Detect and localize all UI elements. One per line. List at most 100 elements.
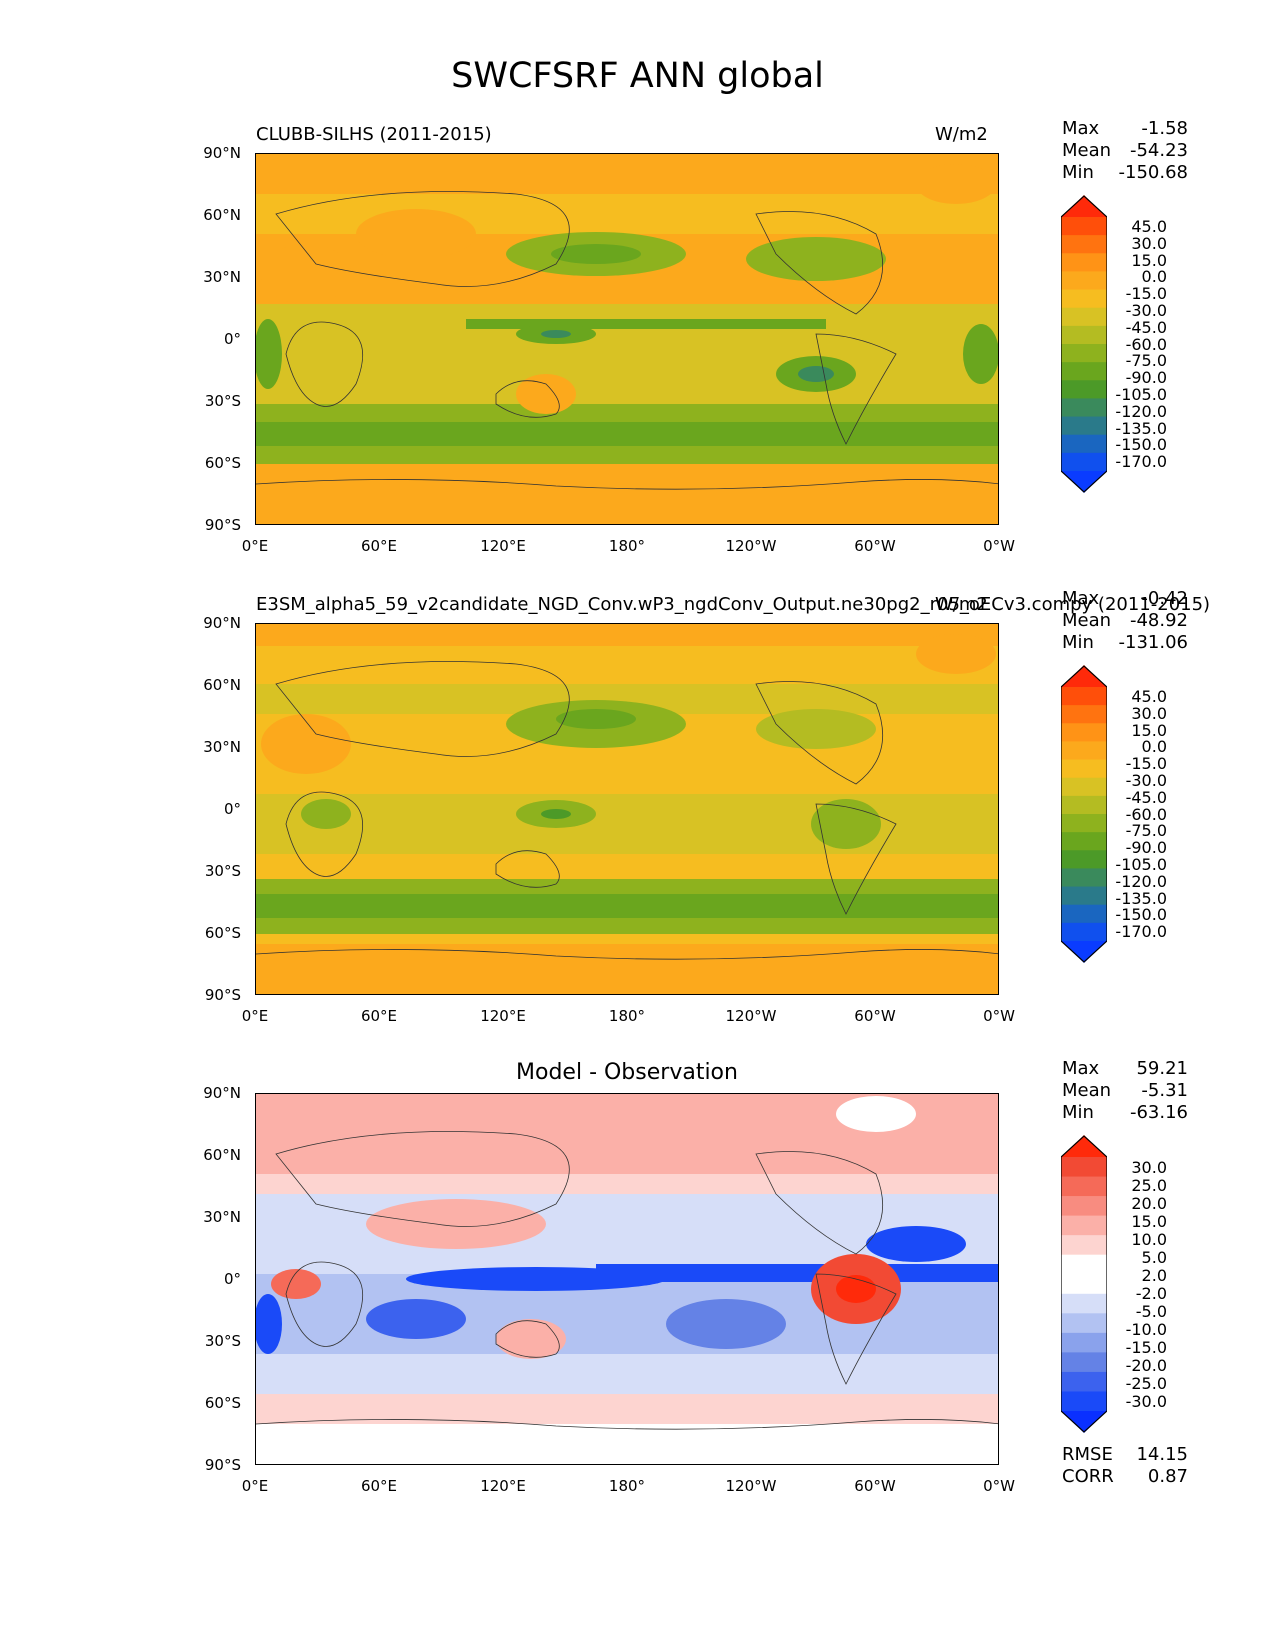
colorbar-segment <box>1061 289 1107 309</box>
stat-value: -150.68 <box>1118 162 1188 183</box>
colorbar-segment <box>1061 271 1107 291</box>
panel3-map <box>255 1093 999 1465</box>
y-tick-label: 0° <box>223 1270 241 1288</box>
y-tick-label: 60°S <box>204 1394 241 1412</box>
x-tick-label: 180° <box>608 1007 646 1025</box>
panel3-stats: Max 59.21 Mean -5.31 Min -63.16 <box>1062 1058 1188 1124</box>
colorbar-tick-label: -105.0 <box>1115 854 1167 874</box>
stat-label: Mean <box>1062 140 1112 161</box>
x-tick-label: 120°E <box>480 1477 526 1495</box>
panel2-colorbar <box>1060 665 1108 967</box>
colorbar-tick-label: -30.0 <box>1125 1392 1167 1411</box>
colorbar-segment <box>1061 1293 1107 1314</box>
panel2-colorbar-labels: 45.0 30.0 15.0 0.0 -15.0 -30.0 -45.0 -60.0 -75.0… <box>1107 687 1167 942</box>
colorbar-tick-label: -150.0 <box>1115 905 1167 925</box>
colorbar-tick-label: -90.0 <box>1125 368 1167 388</box>
colorbar-tick-label: 45.0 <box>1131 687 1167 706</box>
colorbar-segment <box>1061 868 1107 888</box>
y-tick-label: 30°S <box>204 1332 241 1350</box>
panel1-colorbar-labels: 45.0 30.0 15.0 0.0 -15.0 -30.0 -45.0 -60.0 -75.0… <box>1107 217 1167 472</box>
colorbar-segment <box>1061 235 1107 254</box>
panel3-colorbar <box>1060 1135 1108 1437</box>
stat-label: Max <box>1062 118 1100 139</box>
colorbar-tick-label: -170.0 <box>1115 452 1167 472</box>
x-tick-label: 120°E <box>480 1007 526 1025</box>
panel3-colorbar-svg <box>1060 1135 1108 1433</box>
colorbar-tick-label: -170.0 <box>1115 922 1167 942</box>
colorbar-tick-label: -105.0 <box>1115 384 1167 404</box>
y-tick-label: 90°S <box>204 516 241 534</box>
colorbar-segment <box>1061 723 1107 742</box>
colorbar-extend-max <box>1061 195 1107 217</box>
colorbar-segment <box>1061 1391 1107 1412</box>
colorbar-extend-max <box>1061 665 1107 687</box>
colorbar-tick-label: -30.0 <box>1125 300 1167 320</box>
y-tick-label: 90°S <box>204 1456 241 1474</box>
colorbar-segment <box>1061 217 1107 236</box>
colorbar-segment <box>1061 1215 1107 1236</box>
colorbar-segment <box>1061 344 1107 363</box>
panel2-map <box>255 623 999 995</box>
stat-value: -0.42 <box>1141 588 1188 609</box>
colorbar-segment <box>1061 777 1107 797</box>
x-tick-label: 0°W <box>983 1477 1015 1495</box>
y-tick-label: 90°N <box>203 1084 241 1102</box>
panel1-map-svg <box>256 154 998 524</box>
colorbar-tick-label: 20.0 <box>1131 1194 1167 1213</box>
metric-label: CORR <box>1062 1466 1114 1487</box>
y-tick-label: 30°N <box>203 268 241 286</box>
colorbar-segment <box>1061 434 1107 454</box>
colorbar-segment <box>1061 1157 1107 1178</box>
stat-value: -131.06 <box>1118 632 1188 653</box>
colorbar-segment <box>1061 1313 1107 1334</box>
colorbar-extend-max <box>1061 1135 1107 1157</box>
x-tick-label: 60°E <box>360 1007 398 1025</box>
x-tick-label: 60°W <box>854 1007 896 1025</box>
x-tick-label: 60°E <box>360 537 398 555</box>
y-tick-label: 90°N <box>203 144 241 162</box>
x-tick-label: 180° <box>608 537 646 555</box>
panel3-colorbar-labels: 30.0 25.0 20.0 15.0 10.0 5.0 2.0 -2.0 -5.0 -10.0-… <box>1107 1159 1167 1411</box>
x-tick-label: 60°E <box>360 1477 398 1495</box>
colorbar-segment <box>1061 416 1107 436</box>
panel3-title: Model - Observation <box>516 1060 738 1085</box>
colorbar-tick-label: 15.0 <box>1131 720 1167 740</box>
colorbar-tick-label: -45.0 <box>1125 787 1167 807</box>
stat-label: Min <box>1062 632 1094 653</box>
colorbar-tick-label: 30.0 <box>1131 1158 1167 1177</box>
stat-value: -5.31 <box>1141 1080 1188 1101</box>
colorbar-tick-label: -75.0 <box>1125 351 1167 371</box>
y-tick-label: 0° <box>223 800 241 818</box>
colorbar-segment <box>1061 1371 1107 1392</box>
colorbar-segment <box>1061 362 1107 381</box>
colorbar-segment <box>1061 398 1107 418</box>
colorbar-tick-label: 0.0 <box>1141 267 1167 287</box>
x-tick-label: 0°E <box>241 1477 269 1495</box>
y-tick-label: 30°S <box>204 392 241 410</box>
y-tick-label: 60°S <box>204 454 241 472</box>
panel1-stats: Max -1.58 Mean -54.23 Min -150.68 <box>1062 118 1188 184</box>
panel1-colorbar <box>1060 195 1108 497</box>
x-tick-label: 180° <box>608 1477 646 1495</box>
colorbar-tick-label: 5.0 <box>1141 1248 1167 1267</box>
stat-label: Mean <box>1062 1080 1112 1101</box>
stat-label: Min <box>1062 1102 1094 1123</box>
figure-title: SWCFSRF ANN global <box>451 56 824 96</box>
colorbar-tick-label: -60.0 <box>1125 334 1167 354</box>
panel2-colorbar-svg <box>1060 665 1108 963</box>
colorbar-tick-label: -90.0 <box>1125 838 1167 858</box>
colorbar-tick-label: -120.0 <box>1115 401 1167 421</box>
colorbar-segment <box>1061 1332 1107 1353</box>
colorbar-tick-label: 45.0 <box>1131 217 1167 236</box>
x-tick-label: 60°W <box>854 537 896 555</box>
colorbar-segment <box>1061 380 1107 399</box>
colorbar-tick-label: 10.0 <box>1131 1230 1167 1249</box>
colorbar-tick-label: 2.0 <box>1141 1266 1167 1285</box>
y-tick-label: 60°N <box>203 676 241 694</box>
x-tick-label: 0°E <box>241 537 269 555</box>
colorbar-extend-min <box>1061 1411 1107 1433</box>
colorbar-tick-label: -15.0 <box>1125 754 1167 774</box>
colorbar-extend-min <box>1061 471 1107 493</box>
stat-label: Max <box>1062 588 1100 609</box>
colorbar-segment <box>1061 886 1107 906</box>
